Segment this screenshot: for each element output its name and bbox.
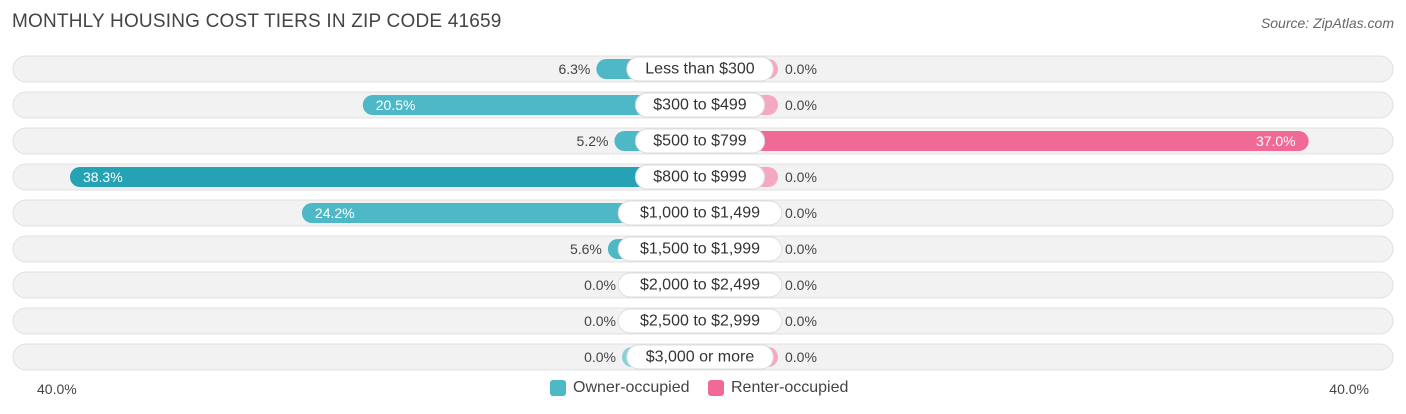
owner-bar: [301, 203, 700, 223]
category-pill: [617, 236, 783, 262]
owner-value-label: 5.6%: [570, 241, 602, 257]
category-pill: [634, 164, 766, 190]
owner-value-label: 24.2%: [315, 205, 355, 221]
renter-value-label: 0.0%: [785, 241, 817, 257]
category-pill: [626, 344, 774, 370]
category-pill: [617, 200, 783, 226]
category-label: $1,000 to $1,499: [640, 205, 760, 222]
category-label: $800 to $999: [653, 169, 747, 186]
legend-item-owner: Owner-occupied: [550, 379, 690, 397]
axis-label-left: 40.0%: [37, 381, 77, 397]
owner-bar: [69, 167, 701, 187]
chart-area: 6.3% 0.0% Less than $300 20.5% 0.0% $300 to $…: [12, 55, 1394, 371]
category-label: $2,000 to $2,499: [640, 277, 760, 294]
owner-value-label: 20.5%: [376, 97, 416, 113]
renter-value-label: 0.0%: [785, 277, 817, 293]
chart-title: MONTHLY HOUSING COST TIERS IN ZIP CODE 4…: [12, 11, 502, 32]
chart-source: Source: ZipAtlas.com: [1260, 15, 1394, 31]
renter-value-label: 0.0%: [785, 313, 817, 329]
owner-value-label: 0.0%: [584, 313, 616, 329]
category-label: $2,500 to $2,999: [640, 313, 760, 330]
owner-value-label: 0.0%: [584, 277, 616, 293]
axis-label-right: 40.0%: [1329, 381, 1369, 397]
legend-swatch-renter: [708, 380, 724, 396]
owner-value-label: 0.0%: [584, 349, 616, 365]
category-label: $1,500 to $1,999: [640, 241, 760, 258]
renter-value-label: 0.0%: [785, 349, 817, 365]
renter-value-label: 0.0%: [785, 97, 817, 113]
category-label: $300 to $499: [653, 97, 747, 114]
category-pill: [634, 128, 766, 154]
owner-value-label: 38.3%: [83, 169, 123, 185]
owner-value-label: 6.3%: [558, 61, 590, 77]
category-pill: [634, 92, 766, 118]
owner-bar: [362, 95, 700, 115]
category-label: $500 to $799: [653, 133, 747, 150]
renter-value-label: 0.0%: [785, 61, 817, 77]
category-label: Less than $300: [645, 61, 755, 78]
legend-label-owner: Owner-occupied: [573, 379, 690, 396]
owner-value-label: 5.2%: [577, 133, 609, 149]
category-pill: [617, 308, 783, 334]
category-label: $3,000 or more: [646, 349, 755, 366]
renter-value-label: 37.0%: [1256, 133, 1296, 149]
legend-label-renter: Renter-occupied: [731, 379, 849, 396]
legend: Owner-occupied Renter-occupied: [0, 379, 1406, 399]
legend-item-renter: Renter-occupied: [708, 379, 848, 397]
category-pill: [626, 56, 774, 82]
renter-value-label: 0.0%: [785, 205, 817, 221]
renter-value-label: 0.0%: [785, 169, 817, 185]
legend-swatch-owner: [550, 380, 566, 396]
category-pill: [617, 272, 783, 298]
renter-bar: [700, 131, 1309, 151]
